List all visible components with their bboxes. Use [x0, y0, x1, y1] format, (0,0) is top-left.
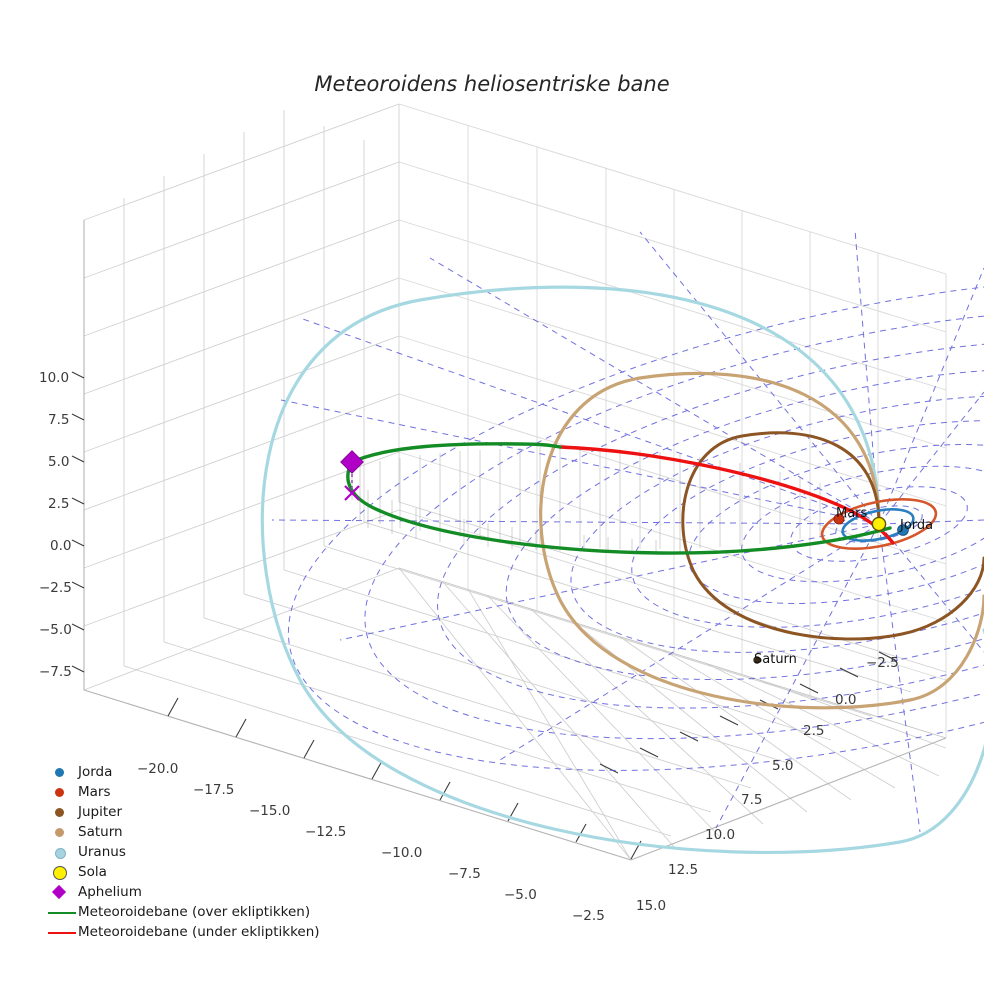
x-tick-6: −5.0: [504, 887, 537, 903]
label-mars: Mars: [836, 506, 868, 521]
legend-label: Meteoroidebane (over ekliptikken): [78, 904, 311, 920]
x-tick-5: −7.5: [448, 866, 481, 882]
x-tick-7: −2.5: [572, 908, 605, 924]
marker-mars: [833, 513, 845, 525]
sola-dot-icon: [46, 862, 78, 882]
legend: Jorda Mars Jupiter Saturn Uranus: [46, 762, 336, 942]
red-line-icon: [46, 922, 78, 942]
orbit-jupiter: [681, 431, 984, 641]
z-tick-1: 7.5: [48, 412, 70, 428]
axis-x: [83, 689, 642, 861]
aphelion-projection-marker: [344, 485, 360, 501]
legend-item-uranus[interactable]: Uranus: [46, 842, 336, 862]
x-tick-0: −20.0: [137, 761, 179, 777]
y-tick-0: −2.5: [866, 655, 899, 671]
orbit-earth: [841, 508, 915, 542]
z-tick-3: 2.5: [48, 496, 70, 512]
pane-back-left: [83, 103, 400, 691]
legend-label: Jupiter: [78, 804, 123, 820]
legend-item-sola[interactable]: Sola: [46, 862, 336, 882]
y-tick-2: 2.5: [803, 723, 825, 739]
x-tick-3: −12.5: [305, 824, 347, 840]
axis-z: [71, 220, 85, 690]
z-tick-2: 5.0: [48, 454, 70, 470]
uranus-dot-icon: [46, 842, 78, 862]
legend-item-saturn[interactable]: Saturn: [46, 822, 336, 842]
x-tick-1: −17.5: [193, 782, 235, 798]
legend-label: Jorda: [78, 764, 113, 780]
label-saturn: Saturn: [754, 652, 797, 667]
legend-item-mars[interactable]: Mars: [46, 782, 336, 802]
orbit-uranus: [260, 285, 984, 854]
z-tick-6: −5.0: [39, 622, 72, 638]
marker-sola: [871, 516, 887, 532]
legend-label: Mars: [78, 784, 111, 800]
legend-item-meteoroid-above[interactable]: Meteoroidebane (over ekliptikken): [46, 902, 336, 922]
legend-item-jupiter[interactable]: Jupiter: [46, 802, 336, 822]
aphelion-marker: [340, 450, 364, 474]
legend-label: Saturn: [78, 824, 123, 840]
y-tick-5: 10.0: [705, 827, 736, 843]
legend-label: Uranus: [78, 844, 126, 860]
meteoroid-orbit-above-upper: [350, 442, 562, 464]
saturn-dot-icon: [46, 822, 78, 842]
legend-item-aphelium[interactable]: Aphelium: [46, 882, 336, 902]
legend-label: Sola: [78, 864, 107, 880]
meteoroid-orbit-above-lower: [346, 460, 892, 555]
legend-label: Aphelium: [78, 884, 142, 900]
y-tick-7: 15.0: [636, 898, 667, 914]
z-tick-5: −2.5: [39, 580, 72, 596]
orbit-saturn: [539, 371, 984, 710]
x-tick-2: −15.0: [249, 803, 291, 819]
marker-saturn: [753, 656, 761, 664]
y-tick-1: 0.0: [835, 692, 857, 708]
legend-item-meteoroid-below[interactable]: Meteoroidebane (under ekliptikken): [46, 922, 336, 942]
x-tick-4: −10.0: [381, 845, 423, 861]
legend-item-jorda[interactable]: Jorda: [46, 762, 336, 782]
axis-y: [599, 651, 947, 861]
jorda-dot-icon: [46, 762, 78, 782]
y-tick-4: 7.5: [741, 792, 763, 808]
marker-jorda: [897, 524, 909, 536]
z-tick-0: 10.0: [39, 370, 70, 386]
jupiter-dot-icon: [46, 802, 78, 822]
y-tick-3: 5.0: [772, 758, 794, 774]
z-tick-4: 0.0: [50, 538, 72, 554]
y-tick-6: 12.5: [668, 862, 699, 878]
green-line-icon: [46, 902, 78, 922]
pane-back-right: [398, 103, 947, 739]
z-tick-7: −7.5: [39, 664, 72, 680]
aphelium-diamond-icon: [46, 882, 78, 902]
chart-title: Meteoroidens heliosentriske bane: [314, 72, 670, 96]
label-jorda: Jorda: [900, 518, 934, 533]
orbit-mars: [820, 498, 938, 550]
legend-label: Meteoroidebane (under ekliptikken): [78, 924, 320, 940]
mars-dot-icon: [46, 782, 78, 802]
